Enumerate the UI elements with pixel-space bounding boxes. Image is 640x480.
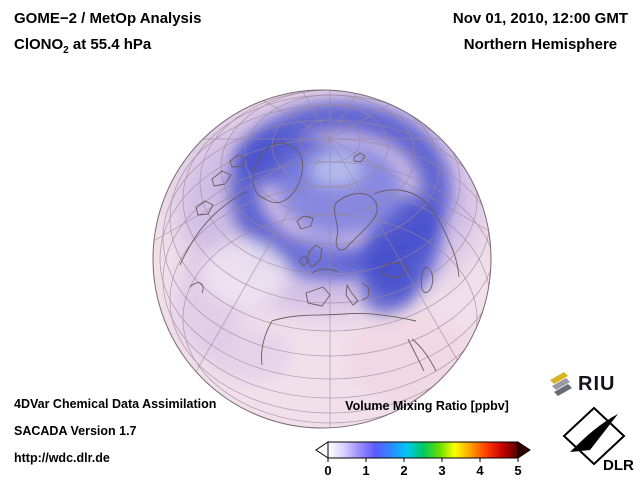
riu-logo-text: RIU xyxy=(578,372,616,395)
hemisphere-label: Northern Hemisphere xyxy=(463,36,618,53)
dlr-logo-text: DLR xyxy=(603,457,634,472)
species-level-label: ClONO2 at 55.4 hPa xyxy=(14,36,201,56)
tick-label-1: 1 xyxy=(362,463,369,478)
colorbar-right-arrow xyxy=(517,441,531,459)
analysis-title: GOME−2 / MetOp Analysis xyxy=(14,10,202,27)
coastlines xyxy=(179,142,460,372)
dlr-diamond-icon xyxy=(562,406,626,466)
species-subscript: 2 xyxy=(63,45,69,56)
dlr-swoosh-icon xyxy=(570,414,618,452)
tick-label-5: 5 xyxy=(514,463,521,478)
dlr-logo: DLR xyxy=(562,406,634,472)
riu-stripes-icon xyxy=(550,372,572,396)
datetime-label: Nov 01, 2010, 12:00 GMT xyxy=(452,10,628,27)
globe-horizon xyxy=(152,89,492,429)
footer-credits: 4DVar Chemical Data Assimilation SACADA … xyxy=(14,397,216,478)
version-label: SACADA Version 1.7 xyxy=(14,424,137,438)
riu-logo: RIU xyxy=(548,370,615,398)
colorbar-gradient xyxy=(327,441,519,459)
tick-label-2: 2 xyxy=(400,463,407,478)
globe-map xyxy=(152,89,492,429)
website-url: http://wdc.dlr.de xyxy=(14,451,110,465)
pressure-level: at 55.4 hPa xyxy=(68,36,152,53)
colorbar-title: Volume Mixing Ratio [ppbv] xyxy=(345,399,509,413)
colorbar-ticks xyxy=(327,458,519,462)
header-right: Nov 01, 2010, 12:00 GMT Northern Hemisph… xyxy=(453,10,628,53)
tick-label-3: 3 xyxy=(438,463,445,478)
header-left: GOME−2 / MetOp Analysis ClONO2 at 55.4 h… xyxy=(14,10,201,56)
colorbar-left-arrow xyxy=(315,441,329,459)
tick-label-0: 0 xyxy=(324,463,331,478)
species-name: ClONO xyxy=(14,36,64,53)
colorbar: 0 1 2 3 4 5 xyxy=(315,441,531,478)
tick-label-4: 4 xyxy=(476,463,484,478)
assimilation-label: 4DVar Chemical Data Assimilation xyxy=(14,397,217,411)
